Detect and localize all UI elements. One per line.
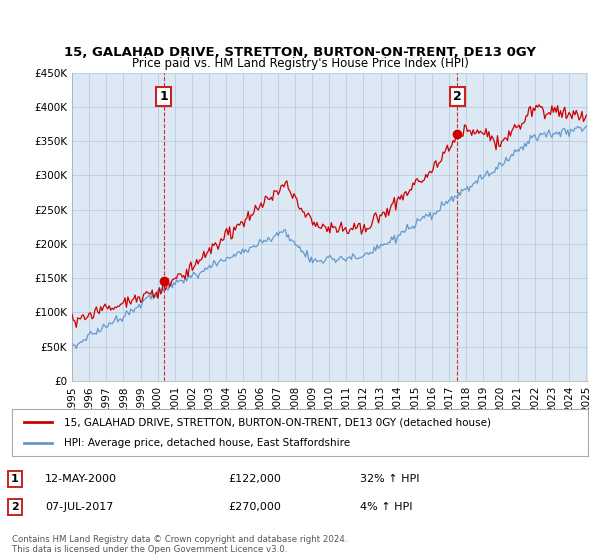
Text: 2: 2 bbox=[453, 90, 462, 103]
Text: 2: 2 bbox=[11, 502, 19, 512]
Text: HPI: Average price, detached house, East Staffordshire: HPI: Average price, detached house, East… bbox=[64, 438, 350, 448]
Text: 15, GALAHAD DRIVE, STRETTON, BURTON-ON-TRENT, DE13 0GY: 15, GALAHAD DRIVE, STRETTON, BURTON-ON-T… bbox=[64, 46, 536, 59]
Text: £122,000: £122,000 bbox=[228, 474, 281, 484]
Text: 07-JUL-2017: 07-JUL-2017 bbox=[45, 502, 113, 512]
Text: 1: 1 bbox=[11, 474, 19, 484]
Text: 32% ↑ HPI: 32% ↑ HPI bbox=[360, 474, 419, 484]
Text: £270,000: £270,000 bbox=[228, 502, 281, 512]
Text: 15, GALAHAD DRIVE, STRETTON, BURTON-ON-TRENT, DE13 0GY (detached house): 15, GALAHAD DRIVE, STRETTON, BURTON-ON-T… bbox=[64, 417, 491, 427]
Text: 12-MAY-2000: 12-MAY-2000 bbox=[45, 474, 117, 484]
Text: 4% ↑ HPI: 4% ↑ HPI bbox=[360, 502, 413, 512]
Text: Price paid vs. HM Land Registry's House Price Index (HPI): Price paid vs. HM Land Registry's House … bbox=[131, 57, 469, 70]
Text: Contains HM Land Registry data © Crown copyright and database right 2024.
This d: Contains HM Land Registry data © Crown c… bbox=[12, 535, 347, 554]
Text: 1: 1 bbox=[160, 90, 168, 103]
